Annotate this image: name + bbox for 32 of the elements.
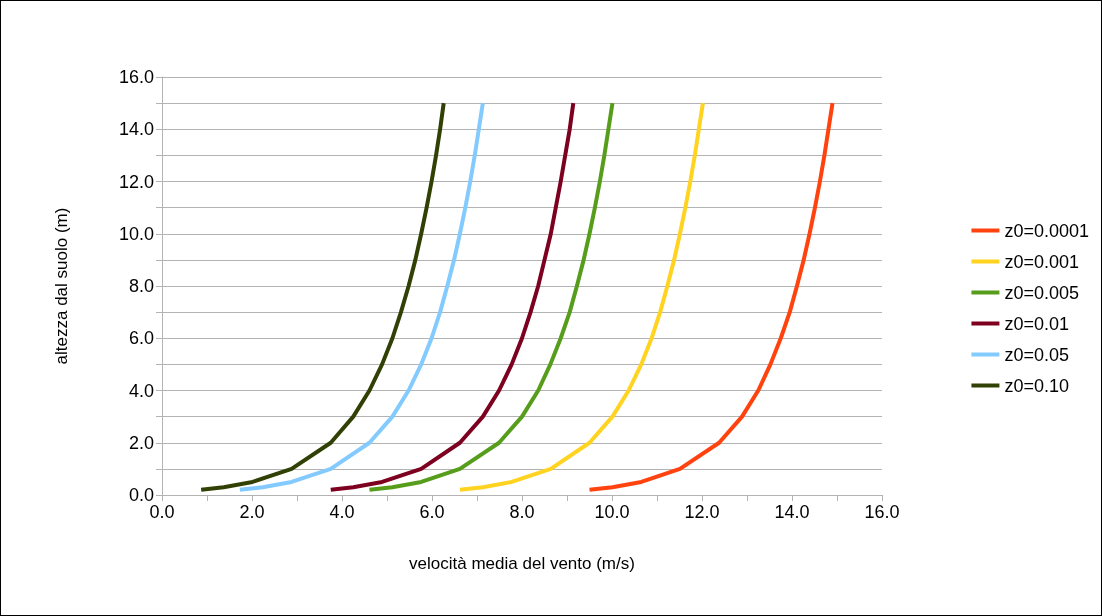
y-tick-label: 0.0 (128, 485, 154, 505)
legend-label: z0=0.01 (1004, 313, 1069, 334)
line-series (367, 101, 615, 492)
x-tick-label: 6.0 (419, 502, 445, 522)
x-tick-label: 0.0 (149, 502, 175, 522)
y-tick-label: 2.0 (128, 432, 154, 453)
y-tick-label: 6.0 (128, 328, 154, 349)
legend-label: z0=0.0001 (1004, 220, 1089, 241)
legend-label: z0=0.001 (1004, 251, 1079, 272)
y-tick-label: 8.0 (128, 276, 154, 296)
x-tick-label: 14.0 (774, 502, 810, 522)
x-tick-label: 12.0 (684, 502, 720, 522)
line-series (328, 101, 576, 492)
x-tick-label: 8.0 (509, 502, 535, 522)
y-tick-label: 16.0 (118, 67, 154, 87)
y-tick-label: 10.0 (118, 223, 154, 244)
line-series (237, 101, 485, 492)
line-series (587, 101, 835, 492)
line-series (199, 101, 446, 492)
x-tick-label: 4.0 (329, 502, 355, 522)
legend-label: z0=0.05 (1004, 344, 1069, 365)
y-tick-label: 4.0 (128, 380, 154, 401)
x-tick-label: 10.0 (594, 502, 630, 522)
legend-label: z0=0.005 (1004, 282, 1079, 303)
legend-label: z0=0.10 (1004, 375, 1069, 396)
x-tick-label: 2.0 (239, 502, 265, 522)
y-tick-label: 14.0 (118, 119, 154, 140)
x-axis-title: velocità media del vento (m/s) (409, 554, 635, 573)
x-tick-label: 16.0 (864, 502, 900, 522)
line-series (457, 101, 705, 492)
y-tick-label: 12.0 (118, 171, 154, 192)
y-axis-title: altezza dal suolo (m) (52, 207, 71, 365)
